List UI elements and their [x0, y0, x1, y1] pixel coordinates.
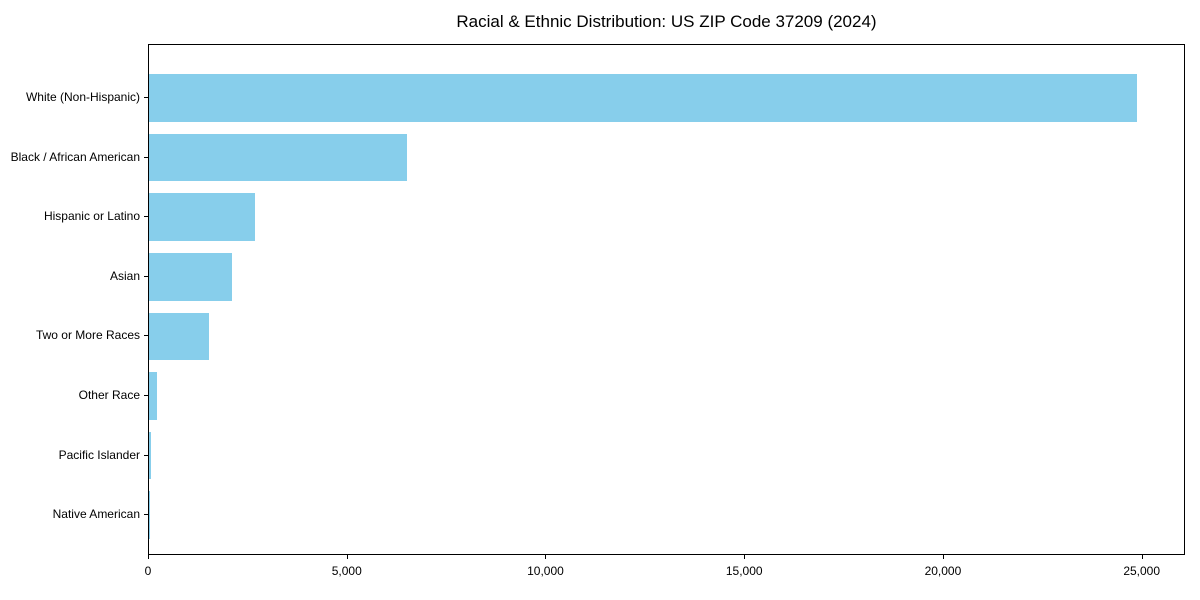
- bar-4: [149, 252, 233, 301]
- x-tick-mark: [744, 555, 746, 559]
- bar-6: [149, 372, 157, 420]
- y-tick-label: Native American: [52, 507, 140, 522]
- y-tick-label: Two or More Races: [35, 328, 140, 343]
- y-tick-mark: [144, 156, 148, 158]
- y-tick-label: Hispanic or Latino: [43, 209, 140, 224]
- y-tick-label: Other Race: [78, 388, 140, 402]
- y-tick-mark: [144, 514, 148, 516]
- y-tick-mark: [144, 216, 148, 218]
- x-tick-label: 10,000: [527, 564, 564, 578]
- plot-area: [148, 44, 1185, 555]
- x-tick-label: 0: [144, 564, 152, 578]
- x-tick-mark: [1141, 555, 1143, 559]
- y-tick-label: Pacific Islander: [58, 447, 140, 462]
- bar-1: [149, 74, 1137, 122]
- y-tick-mark: [144, 454, 148, 456]
- x-tick-mark: [346, 555, 348, 559]
- y-tick-label: White (Non-Hispanic): [25, 90, 140, 104]
- y-tick-mark: [144, 275, 148, 277]
- x-tick-mark: [545, 555, 547, 559]
- y-tick-label: Black / African American: [10, 149, 140, 164]
- bar-5: [149, 312, 210, 361]
- y-tick-mark: [144, 395, 148, 396]
- x-tick-label: 25,000: [1123, 564, 1161, 578]
- x-tick-label: 20,000: [924, 564, 962, 578]
- y-tick-mark: [144, 97, 148, 98]
- bar-3: [149, 193, 255, 242]
- chart-title: Racial & Ethnic Distribution: US ZIP Cod…: [456, 12, 877, 31]
- x-tick-mark: [148, 555, 149, 559]
- y-tick-mark: [144, 335, 148, 337]
- x-tick-mark: [942, 555, 944, 559]
- y-tick-label: Asian: [109, 268, 140, 283]
- bar-2: [149, 133, 407, 182]
- x-tick-label: 15,000: [725, 564, 763, 578]
- x-tick-label: 5,000: [331, 564, 362, 578]
- bar-7: [149, 431, 151, 480]
